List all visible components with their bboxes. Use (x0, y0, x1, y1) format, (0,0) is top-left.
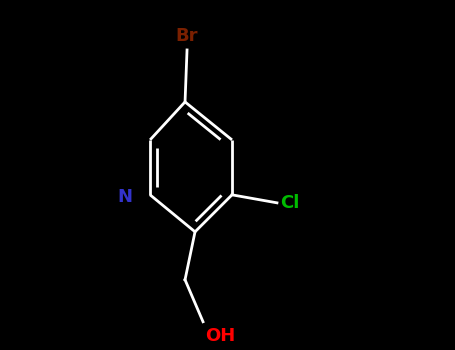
Text: Br: Br (176, 27, 198, 45)
Text: N: N (117, 188, 132, 206)
Text: Cl: Cl (280, 194, 299, 212)
Text: OH: OH (205, 327, 235, 345)
